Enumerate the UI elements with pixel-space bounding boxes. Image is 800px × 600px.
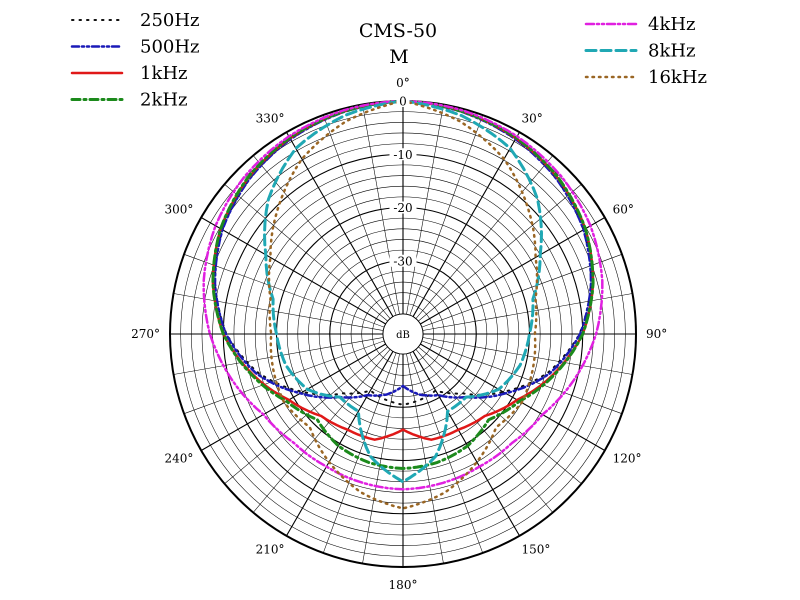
grid-spoke	[422, 337, 633, 375]
legend-label: 500Hz	[140, 37, 200, 58]
radial-tick-label: 0	[399, 95, 407, 109]
angle-tick-label: 0°	[396, 76, 410, 90]
legend-label: 250Hz	[140, 10, 200, 31]
angle-tick-label: 90°	[646, 327, 667, 341]
grid-spoke	[412, 351, 520, 537]
center-circle	[382, 313, 424, 355]
grid-spoke	[362, 104, 400, 315]
chart-title: CMS-50	[359, 20, 437, 42]
grid-spoke	[200, 217, 386, 325]
grid-spoke	[415, 349, 553, 513]
legend-item: 500Hz	[70, 37, 200, 58]
legend-item: 250Hz	[71, 10, 200, 31]
legend-item: 2kHz	[70, 90, 188, 111]
grid-spoke	[406, 104, 444, 315]
grid-spoke	[415, 155, 553, 319]
grid-spoke	[422, 293, 633, 331]
grid-spoke	[224, 184, 388, 322]
angle-tick-label: 150°	[522, 543, 551, 557]
angle-tick-label: 30°	[522, 111, 543, 125]
grid-spoke	[412, 131, 520, 317]
angle-tick-label: 60°	[613, 203, 634, 217]
grid-spoke	[183, 340, 385, 414]
axis-labels: -10 -20 -30 0 dB 0° 30° 60° 90° 120° 150° 180° 210° 2…	[131, 76, 667, 592]
grid-spoke	[200, 343, 386, 451]
grid-spoke	[286, 351, 394, 537]
legend-item: 1kHz	[70, 63, 188, 84]
legend-label: 2kHz	[140, 90, 188, 111]
grid-spoke	[420, 343, 606, 451]
grid-spoke	[173, 337, 384, 375]
grid-spoke	[420, 217, 606, 325]
series-line-2khz	[211, 99, 595, 470]
angle-tick-label: 120°	[613, 452, 642, 466]
angle-tick-label: 330°	[256, 111, 285, 125]
legend-label: 1kHz	[140, 63, 188, 84]
legend-item: 8kHz	[584, 41, 696, 62]
grid-spoke	[409, 114, 483, 316]
series-line-500hz	[213, 99, 593, 399]
grid-spoke	[418, 184, 582, 322]
grid-spoke	[253, 155, 391, 319]
series-layer	[202, 99, 604, 510]
legend-label: 4kHz	[648, 14, 696, 35]
legend-label: 16kHz	[648, 67, 707, 88]
radial-tick-label: -10	[393, 148, 412, 162]
grid-spoke	[409, 352, 483, 554]
radial-label-bg	[389, 254, 417, 267]
angle-tick-label: 270°	[131, 327, 160, 341]
grid-spoke	[421, 254, 623, 328]
radial-label-bg	[396, 95, 410, 107]
angle-tick-label: 180°	[389, 578, 418, 592]
legend-item: 4kHz	[584, 14, 696, 35]
grid-spoke	[183, 254, 385, 328]
radial-tick-label: -20	[393, 201, 412, 215]
grid-spoke	[173, 293, 384, 331]
angle-tick-label: 240°	[164, 452, 193, 466]
series-line-8khz	[263, 99, 543, 484]
legend-item: 16kHz	[584, 67, 707, 88]
grid-spoke	[362, 353, 400, 564]
radial-label-bg	[389, 148, 417, 161]
grid-spoke	[323, 352, 397, 554]
center-unit-label: dB	[396, 330, 410, 341]
grid-spoke	[253, 349, 391, 513]
radial-label-bg	[389, 201, 417, 214]
legend-label: 8kHz	[648, 41, 696, 62]
grid-spoke	[406, 353, 444, 564]
angle-tick-label: 210°	[256, 543, 285, 557]
angle-tick-label: 300°	[164, 203, 193, 217]
series-line-4khz	[202, 99, 604, 491]
legend: 250Hz 500Hz 1kHz 2kHz 4kHz 8kHz 16kHz	[70, 10, 707, 111]
grid-spoke	[286, 131, 394, 317]
radial-tick-label: -30	[393, 254, 412, 268]
chart-subtitle: M	[389, 46, 408, 68]
grid-spoke	[421, 340, 623, 414]
grid-spoke	[323, 114, 397, 316]
